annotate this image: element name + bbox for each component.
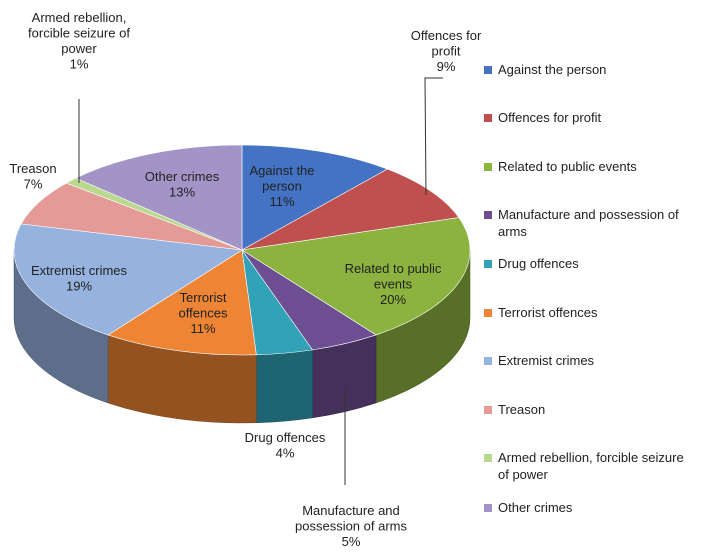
data-label-treason-line-2: 7% — [24, 177, 43, 192]
data-label-treason-line-1: Treason — [9, 161, 56, 176]
data-label-extremist-line-1: Extremist crimes — [31, 263, 128, 278]
pie-slice-extremist-crimes — [13, 223, 243, 336]
legend-label-3-line-1: Related to public events — [498, 159, 637, 174]
data-label-rebellion-line-3: power — [61, 41, 97, 56]
data-label-rebellion-line-4: 1% — [70, 57, 89, 72]
data-label-public-events-line-3: 20% — [380, 292, 406, 307]
data-label-arms-line-2: possession of arms — [295, 519, 407, 534]
legend-swatch-5 — [484, 260, 492, 268]
legend-label-9-line-1: Armed rebellion, forcible seizure — [498, 450, 684, 465]
legend-label-8-line-1: Treason — [498, 402, 545, 417]
leader-line-offences-for-profit — [424, 77, 443, 196]
legend-swatch-6 — [484, 309, 492, 317]
data-label-drug-line-1: Drug offences — [245, 430, 326, 445]
legend: Against the person Offences for profit Rel… — [484, 62, 684, 515]
pie-slice-offences-for-profit — [241, 168, 460, 251]
pie-top-layer — [13, 144, 471, 356]
legend-label-6-line-1: Terrorist offences — [498, 305, 598, 320]
pie-slice-against-the-person — [241, 144, 389, 251]
data-label-offences-profit-line-1: Offences for — [411, 28, 482, 43]
legend-label-7-line-1: Extremist crimes — [498, 353, 595, 368]
pie-side-drug-offences — [256, 349, 313, 424]
legend-label-4-line-2: arms — [498, 224, 527, 239]
data-label-public-events-line-1: Related to public — [345, 261, 442, 276]
legend-label-4-line-1: Manufacture and possession of — [498, 207, 679, 222]
data-label-terrorist-line-1: Terrorist — [180, 290, 227, 305]
legend-swatch-9 — [484, 454, 492, 462]
legend-swatch-2 — [484, 114, 492, 122]
legend-label-2-line-1: Offences for profit — [498, 110, 601, 125]
data-label-terrorist-line-3: 11% — [190, 321, 215, 336]
legend-swatch-10 — [484, 504, 492, 512]
data-label-public-events-line-2: events — [374, 277, 413, 292]
data-label-other-line-2: 13% — [169, 185, 195, 200]
pie-depth-layer — [13, 249, 471, 424]
data-label-against-person-line-1: Against the — [249, 163, 314, 178]
data-label-rebellion-line-1: Armed rebellion, — [32, 10, 127, 25]
leader-lines — [78, 77, 443, 485]
legend-label-10-line-1: Other crimes — [498, 500, 573, 515]
pie-slice-other-crimes — [75, 144, 243, 251]
legend-label-1-line-1: Against the person — [498, 62, 606, 77]
data-label-offences-profit-line-3: 9% — [437, 59, 456, 74]
legend-label-9-line-2: of power — [498, 467, 549, 482]
legend-swatch-7 — [484, 357, 492, 365]
legend-swatch-8 — [484, 406, 492, 414]
legend-label-5-line-1: Drug offences — [498, 256, 579, 271]
data-label-extremist-line-2: 19% — [66, 279, 92, 294]
data-label-offences-profit-line-2: profit — [432, 44, 461, 59]
pie-slice-related-to-public-events — [241, 217, 471, 336]
data-label-arms-line-3: 5% — [342, 534, 361, 549]
data-label-terrorist-line-2: offences — [179, 306, 228, 321]
data-label-arms-line-1: Manufacture and — [302, 503, 400, 518]
data-label-rebellion-line-2: forcible seizure of — [28, 26, 130, 41]
legend-swatch-1 — [484, 66, 492, 74]
data-label-other-line-1: Other crimes — [145, 169, 220, 184]
pie-slice-terrorist-offences — [107, 249, 257, 356]
data-label-drug-line-2: 4% — [276, 446, 295, 461]
legend-swatch-3 — [484, 163, 492, 171]
data-label-against-person-line-2: person — [262, 179, 302, 194]
legend-swatch-4 — [484, 211, 492, 219]
data-label-against-person-line-3: 11% — [269, 194, 294, 209]
